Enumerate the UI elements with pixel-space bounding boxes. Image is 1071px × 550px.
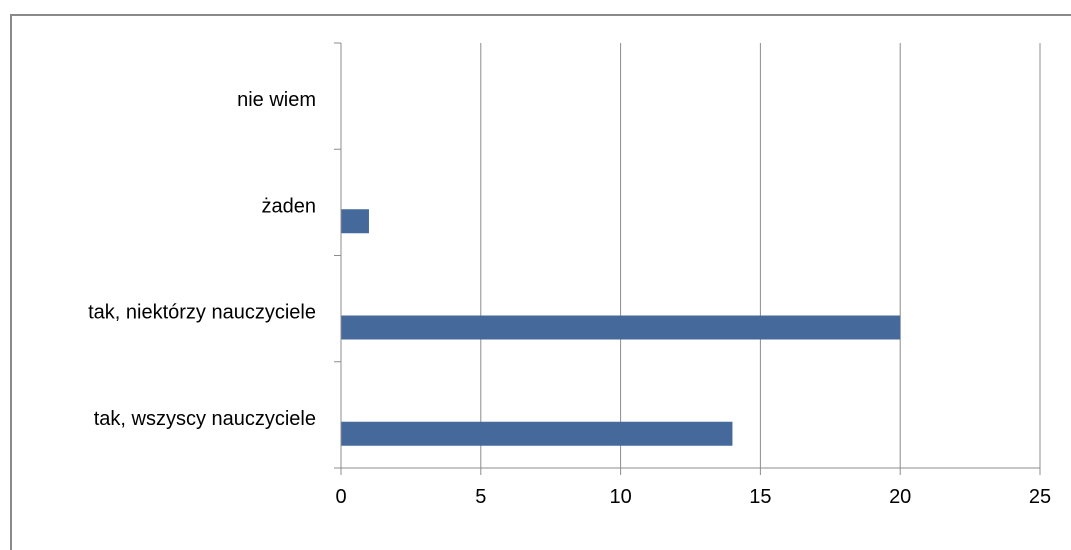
category-label: tak, niektórzy nauczyciele	[88, 302, 316, 324]
labels: 0 5 10 15 20 25 nie wiem żaden tak, niektórzy na…	[88, 89, 1051, 508]
axes	[334, 42, 1041, 475]
x-tick-label: 20	[889, 486, 911, 508]
x-tick-label: 5	[475, 486, 486, 508]
chart-frame	[10, 14, 1071, 550]
category-label: tak, wszyscy nauczyciele	[94, 408, 316, 430]
bar	[341, 421, 733, 446]
bar	[341, 315, 901, 340]
x-tick-label: 10	[609, 486, 631, 508]
x-tick-label: 25	[1029, 486, 1051, 508]
bars	[341, 209, 901, 446]
x-tick-label: 15	[749, 486, 771, 508]
category-label: nie wiem	[237, 89, 316, 111]
x-tick-label: 0	[335, 486, 346, 508]
bar	[341, 209, 369, 234]
gridlines	[480, 43, 1041, 468]
category-label: żaden	[262, 195, 317, 217]
